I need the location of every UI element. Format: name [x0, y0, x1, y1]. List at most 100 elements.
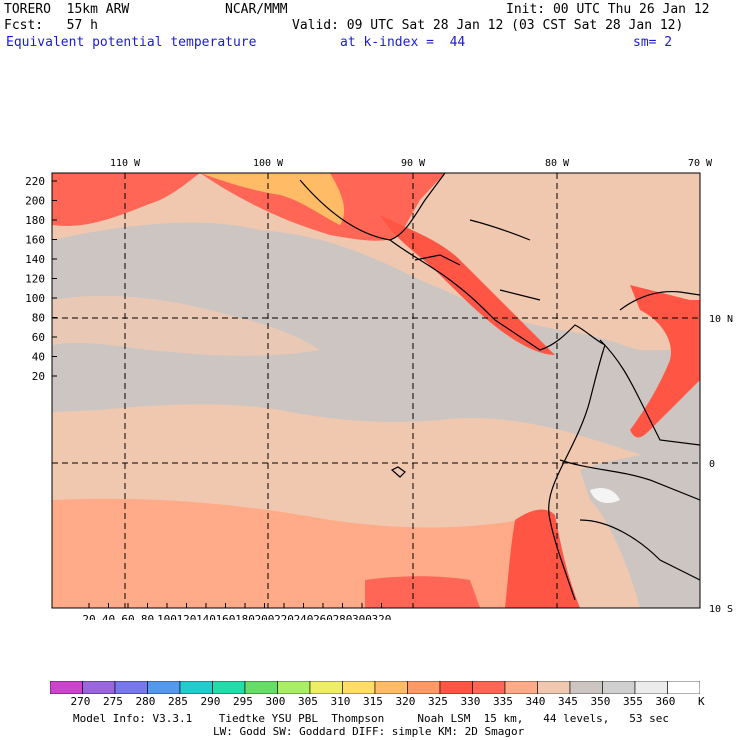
x-tick-label: 120: [177, 613, 197, 620]
graticule: [52, 173, 700, 608]
colorbar-swatch: [667, 681, 700, 694]
colorbar-swatch: [569, 681, 603, 694]
colorbar-unit: K: [698, 695, 705, 708]
colorbar-swatch: [407, 681, 441, 694]
x-tick-label: 300: [352, 613, 372, 620]
field-light-band: [52, 295, 320, 356]
colorbar-swatch: [342, 681, 376, 694]
colorbar-label: 325: [428, 695, 448, 708]
field-red-south: [365, 576, 480, 608]
center-name: NCAR/MMM: [225, 2, 288, 17]
x-tick-label: 260: [313, 613, 333, 620]
x-tick-label: 200: [255, 613, 275, 620]
model-info-line2: LW: Godd SW: Goddard DIFF: simple KM: 2D…: [213, 725, 525, 738]
colorbar-swatch: [309, 681, 343, 694]
longitude-label: 90 W: [401, 158, 426, 169]
field-red-colombia: [630, 285, 700, 438]
colorbar-label: 340: [525, 695, 546, 708]
level-index: at k-index = 44: [340, 35, 466, 50]
colorbar: [50, 681, 700, 694]
smoothing: sm= 2: [633, 35, 673, 50]
forecast-hour: Fcst: 57 h: [4, 18, 98, 33]
field-orange-north: [200, 173, 345, 225]
y-tick-label: 120: [25, 273, 45, 286]
colorbar-swatch: [147, 681, 181, 694]
field-red-north: [52, 173, 445, 241]
colorbar-swatch: [374, 681, 408, 694]
borders-south-america: [559, 339, 700, 581]
colorbar-label: 280: [135, 695, 156, 708]
colorbar-label: 285: [168, 695, 188, 708]
x-tick-label: 40: [102, 613, 115, 620]
colorbar-label: 335: [493, 695, 513, 708]
valid-time: Valid: 09 UTC Sat 28 Jan 12 (03 CST Sat …: [292, 18, 684, 33]
longitude-label: 80 W: [545, 158, 570, 169]
colorbar-swatch: [472, 681, 506, 694]
colorbar-label: 320: [395, 695, 416, 708]
x-tick-label: 180: [235, 613, 255, 620]
theta-e-field: [52, 173, 700, 608]
field-red-peru: [505, 509, 580, 608]
longitude-label: 70 W: [688, 158, 713, 169]
map-svg: 220 200 180 160 140 120 100 80 60 40 20 20 40 60 80 10…: [25, 158, 733, 626]
colorbar-swatch: [634, 681, 668, 694]
map-frame: [51, 172, 701, 609]
colorbar-label: 295: [233, 695, 253, 708]
x-tick-label: 140: [196, 613, 216, 620]
y-tick-label: 40: [32, 351, 45, 364]
colorbar-swatch: [114, 681, 148, 694]
colorbar-swatch: [82, 681, 116, 694]
y-tick-label: 100: [25, 292, 45, 305]
y-tick-label: 160: [25, 234, 45, 247]
y-axis-ticks: 220 200 180 160 140 120 100 80 60 40 20: [25, 175, 57, 383]
longitude-label: 110 W: [110, 158, 141, 169]
y-tick-label: 140: [25, 253, 45, 266]
colorbar-swatch: [212, 681, 246, 694]
x-tick-label: 280: [333, 613, 353, 620]
borders-central-america: [414, 219, 541, 301]
latitude-label: 0: [709, 459, 715, 470]
colorbar-label: 305: [298, 695, 318, 708]
x-tick-label: 240: [294, 613, 314, 620]
colorbar-label: 290: [200, 695, 221, 708]
coast-central-america: [389, 239, 606, 351]
y-tick-label: 200: [25, 195, 45, 208]
field-gray-band: [52, 222, 700, 470]
x-tick-label: 160: [216, 613, 236, 620]
coast-mexico: [299, 173, 446, 241]
colorbar-label: 350: [590, 695, 611, 708]
map-panel: 220 200 180 160 140 120 100 80 60 40 20 20 40 60 80 10…: [0, 150, 740, 626]
galapagos-islands: [390, 466, 406, 478]
colorbar-swatch: [439, 681, 473, 694]
field-name: Equivalent potential temperature: [6, 35, 257, 50]
colorbar-swatch: [50, 681, 83, 694]
latitude-label: 10 N: [709, 314, 733, 325]
y-tick-label: 80: [32, 312, 45, 325]
model-info-line1: Model Info: V3.3.1 Tiedtke YSU PBL Thomp…: [73, 712, 670, 725]
y-tick-label: 20: [32, 370, 45, 383]
x-tick-label: 220: [274, 613, 294, 620]
coast-caribbean: [619, 290, 700, 311]
colorbar-label: 360: [655, 695, 676, 708]
colorbar-label: 275: [103, 695, 123, 708]
colorbar-label: 300: [265, 695, 286, 708]
y-tick-label: 220: [25, 175, 45, 188]
colorbar-label: 355: [623, 695, 643, 708]
colorbar-label: 315: [363, 695, 383, 708]
colorbar-label: 345: [558, 695, 578, 708]
model-name: TORERO 15km ARW: [4, 2, 130, 17]
colorbar-swatch: [537, 681, 571, 694]
y-tick-label: 180: [25, 214, 45, 227]
colorbar-labels: 270 275 280 285 290 295 300 305 310 315 320 325 330 3…: [0, 695, 740, 709]
colorbar-swatch: [602, 681, 636, 694]
x-tick-label: 60: [121, 613, 134, 620]
colorbar-label: 330: [460, 695, 481, 708]
latitude-label: 10 S: [709, 604, 733, 615]
colorbar-label: 270: [70, 695, 91, 708]
colorbar-swatch: [244, 681, 278, 694]
x-tick-label: 100: [157, 613, 177, 620]
y-tick-label: 60: [32, 331, 45, 344]
init-time: Init: 00 UTC Thu 26 Jan 12: [506, 2, 710, 17]
colorbar-swatch: [504, 681, 538, 694]
x-tick-label: 20: [82, 613, 95, 620]
